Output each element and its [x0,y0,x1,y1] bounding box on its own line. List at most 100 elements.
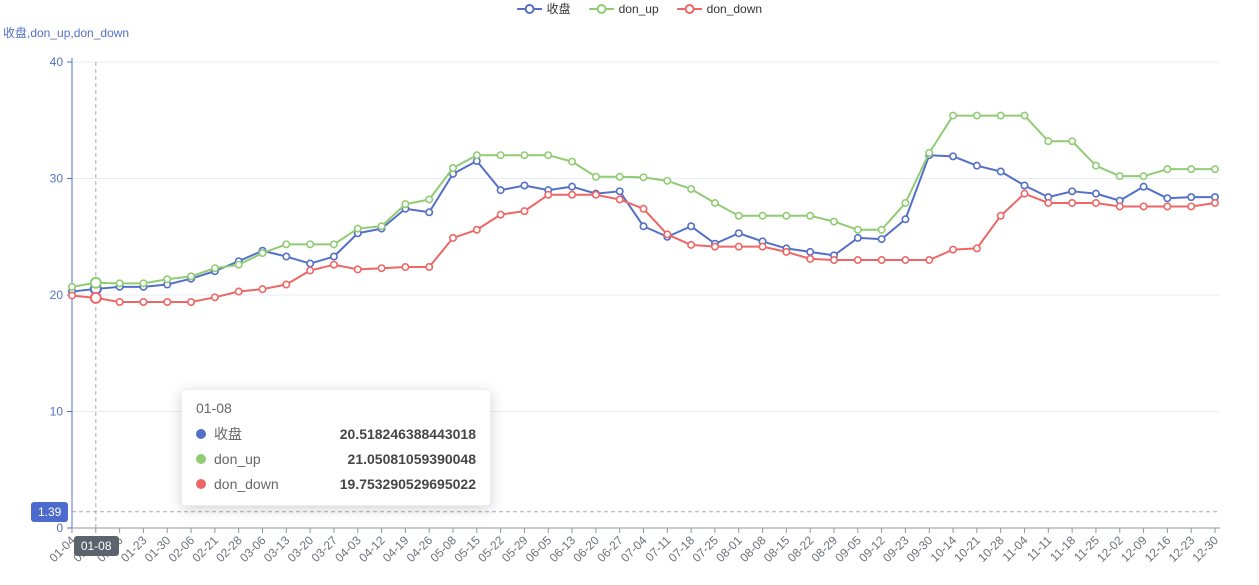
data-point-don_down-07-18[interactable] [687,240,696,249]
data-point-don_down-08-29[interactable] [829,256,838,265]
data-point-don_up-11-25[interactable] [1091,161,1100,170]
data-point-don_up-05-08[interactable] [448,164,457,173]
data-point-收盘-12-16[interactable] [1163,194,1172,203]
data-point-don_down-05-08[interactable] [448,233,457,242]
data-point-收盘-11-25[interactable] [1091,189,1100,198]
data-point-收盘-10-21[interactable] [972,161,981,170]
data-point-don_down-11-18[interactable] [1068,198,1077,207]
data-point-don_down-01-30[interactable] [163,297,172,306]
data-point-收盘-07-04[interactable] [639,222,648,231]
data-point-don_down-04-03[interactable] [353,265,362,274]
data-point-收盘-08-01[interactable] [734,229,743,238]
data-point-收盘-08-22[interactable] [806,247,815,256]
data-point-don_up-03-06[interactable] [258,249,267,258]
data-point-don_down-09-05[interactable] [853,256,862,265]
data-point-don_down-12-09[interactable] [1139,202,1148,211]
data-point-don_up-09-23[interactable] [901,198,910,207]
data-point-don_up-08-22[interactable] [806,211,815,220]
data-point-don_up-07-11[interactable] [663,176,672,185]
data-point-收盘-06-13[interactable] [568,182,577,191]
data-point-don_down-12-02[interactable] [1115,202,1124,211]
data-point-don_up-04-26[interactable] [425,195,434,204]
data-point-don_down-08-08[interactable] [758,242,767,251]
data-point-don_up-02-28[interactable] [234,260,243,269]
data-point-don_down-03-13[interactable] [282,280,291,289]
data-point-don_up-04-03[interactable] [353,224,362,233]
data-point-收盘-05-22[interactable] [496,186,505,195]
data-point-don_up-10-21[interactable] [972,111,981,120]
data-point-don_up-11-18[interactable] [1068,137,1077,146]
data-point-don_up-09-12[interactable] [877,225,886,234]
data-point-don_down-05-22[interactable] [496,210,505,219]
legend-item-don_down[interactable]: don_down [676,2,762,16]
data-point-don_down-11-11[interactable] [1044,198,1053,207]
legend-item-收盘[interactable]: 收盘 [516,2,571,16]
data-point-don_up-12-09[interactable] [1139,172,1148,181]
data-point-don_up-08-15[interactable] [782,211,791,220]
data-point-don_up-11-11[interactable] [1044,137,1053,146]
data-point-收盘-07-18[interactable] [687,222,696,231]
data-point-don_up-02-21[interactable] [210,264,219,273]
data-point-收盘-06-27[interactable] [615,187,624,196]
data-point-don_up-08-08[interactable] [758,211,767,220]
data-point-don_down-12-16[interactable] [1163,202,1172,211]
data-point-don_down-06-13[interactable] [568,190,577,199]
data-point-收盘-03-13[interactable] [282,252,291,261]
data-point-don_up-06-13[interactable] [568,157,577,166]
data-point-don_down-03-06[interactable] [258,285,267,294]
data-point-don_down-02-06[interactable] [187,297,196,306]
data-point-don_up-01-16[interactable] [115,279,124,288]
data-point-don_up-11-04[interactable] [1020,111,1029,120]
data-point-don_down-07-25[interactable] [710,242,719,251]
data-point-don_down-08-01[interactable] [734,242,743,251]
data-point-don_down-12-30[interactable] [1211,198,1220,207]
data-point-don_down-11-04[interactable] [1020,189,1029,198]
data-point-don_down-09-30[interactable] [925,256,934,265]
data-point-don_down-07-11[interactable] [663,230,672,239]
data-point-don_up-12-02[interactable] [1115,172,1124,181]
data-point-don_down-11-25[interactable] [1091,198,1100,207]
data-point-don_up-01-04[interactable] [68,282,77,291]
data-point-don_down-10-28[interactable] [996,211,1005,220]
data-point-don_down-05-29[interactable] [520,207,529,216]
data-point-收盘-12-09[interactable] [1139,182,1148,191]
data-point-don_up-04-19[interactable] [401,200,410,209]
data-point-don_up-01-30[interactable] [163,275,172,284]
data-point-don_down-10-14[interactable] [949,245,958,254]
data-point-don_down-06-05[interactable] [544,190,553,199]
data-point-don_up-12-23[interactable] [1187,165,1196,174]
data-point-don_down-04-12[interactable] [377,264,386,273]
data-point-收盘-10-28[interactable] [996,167,1005,176]
data-point-don_down-07-04[interactable] [639,204,648,213]
data-point-don_up-06-27[interactable] [615,172,624,181]
data-point-收盘-09-23[interactable] [901,215,910,224]
data-point-don_down-09-23[interactable] [901,256,910,265]
data-point-don_down-09-12[interactable] [877,256,886,265]
data-point-don_down-01-04[interactable] [68,291,77,300]
data-point-收盘-03-27[interactable] [329,252,338,261]
data-point-don_up-08-01[interactable] [734,211,743,220]
data-point-don_up-05-22[interactable] [496,151,505,160]
data-point-don_down-02-21[interactable] [210,293,219,302]
data-point-don_down-02-28[interactable] [234,287,243,296]
data-point-don_down-08-22[interactable] [806,254,815,263]
data-point-don_up-09-05[interactable] [853,225,862,234]
data-point-don_up-07-18[interactable] [687,184,696,193]
data-point-don_up-03-20[interactable] [306,240,315,249]
data-point-收盘-04-26[interactable] [425,208,434,217]
data-point-收盘-11-18[interactable] [1068,187,1077,196]
data-point-don_down-04-26[interactable] [425,263,434,272]
data-point-don_up-10-28[interactable] [996,111,1005,120]
data-point-收盘-12-23[interactable] [1187,193,1196,202]
legend-item-don_up[interactable]: don_up [588,2,659,16]
data-point-don_down-06-27[interactable] [615,195,624,204]
data-point-don_down-12-23[interactable] [1187,202,1196,211]
data-point-don_up-08-29[interactable] [829,217,838,226]
data-point-收盘-03-20[interactable] [306,259,315,268]
data-point-don_up-05-29[interactable] [520,151,529,160]
data-point-收盘-11-04[interactable] [1020,181,1029,190]
data-point-don_up-10-14[interactable] [949,111,958,120]
highlight-point-don_down[interactable] [89,291,102,304]
data-point-don_up-07-25[interactable] [710,198,719,207]
